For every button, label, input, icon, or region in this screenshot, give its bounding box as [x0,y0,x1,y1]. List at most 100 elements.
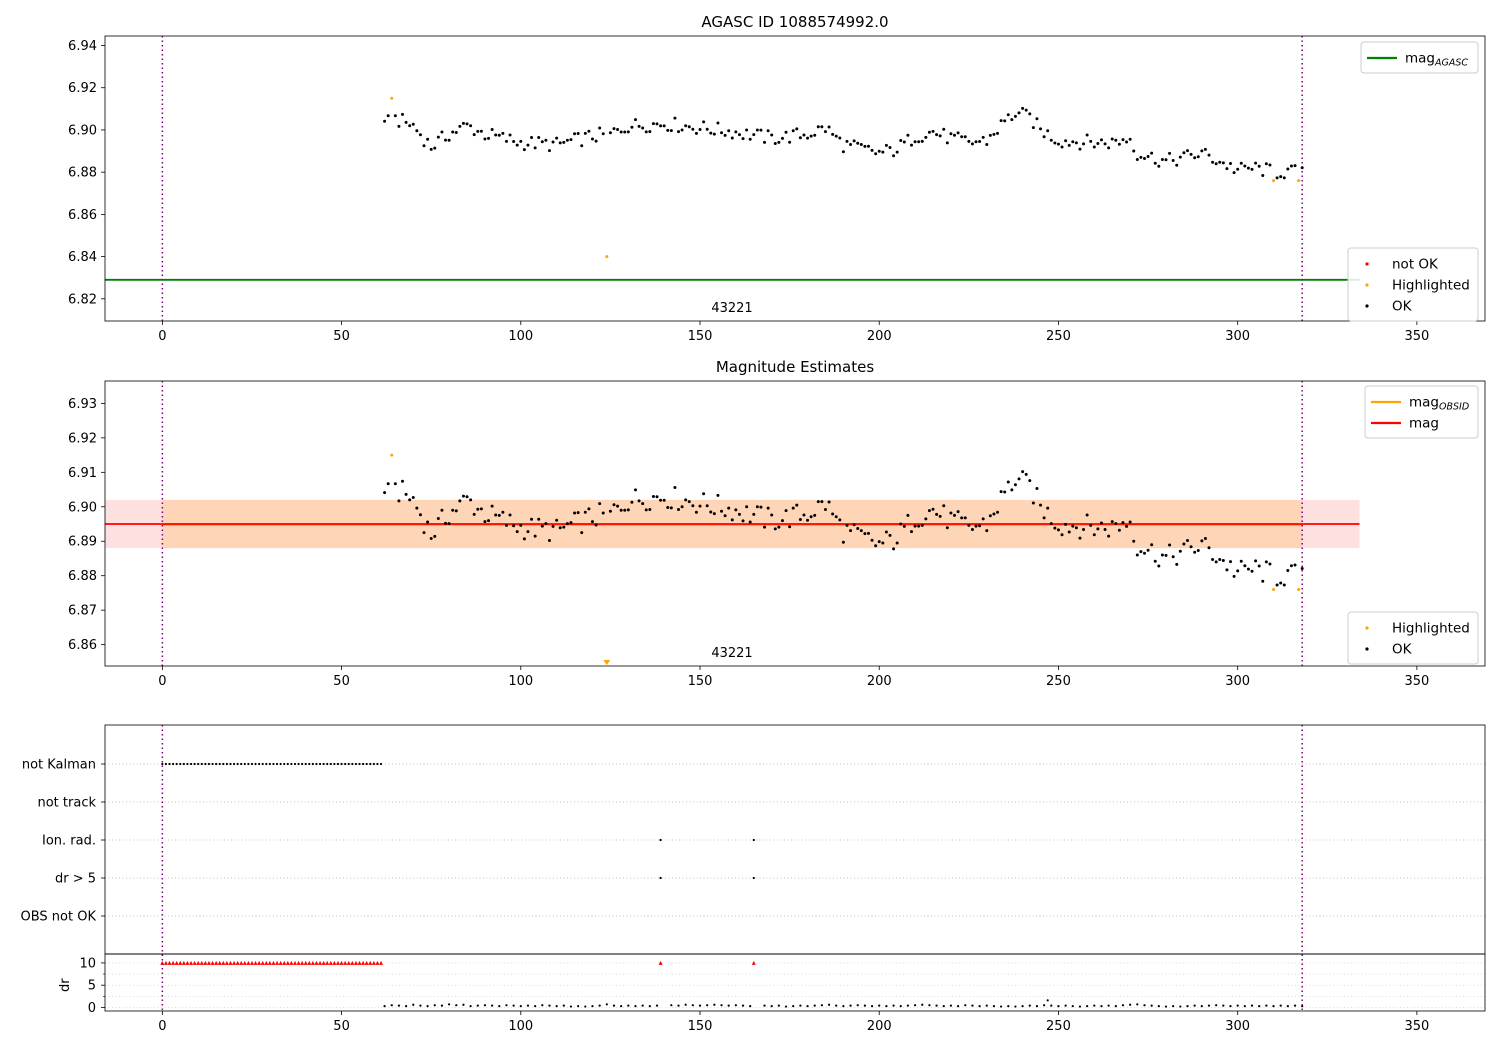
flag-point [275,762,279,766]
ok-point [1221,161,1225,165]
ok-point [831,512,835,516]
ok-point [594,139,598,143]
dr-clipped-point [206,960,211,965]
dr-clipped-point [228,960,233,965]
flag-point [365,762,368,766]
ok-point [978,524,982,528]
dr-clipped-point [253,960,258,965]
flag-point [290,762,293,766]
ok-point [806,518,810,522]
dr-clipped-point [343,960,348,965]
dr-clipped-point [361,960,366,965]
dr-point [784,1005,788,1008]
flag-point [268,762,271,766]
ok-point [544,138,548,142]
ok-point [777,140,781,144]
dr-point [1207,1004,1211,1007]
agasc-panel-title: AGASC ID 1088574992.0 [701,13,888,31]
ok-point [501,510,505,514]
ok-point [1178,549,1182,553]
ok-point [476,129,480,133]
ok-point [1200,539,1204,543]
ok-point [927,509,931,513]
ok-point [924,517,928,521]
ok-point [1185,149,1189,153]
ok-point [1254,161,1258,165]
ok-point [1203,536,1207,540]
ok-point [1035,487,1039,491]
ok-point [1275,176,1279,180]
dr-point [806,1005,809,1008]
legend-marker-swatch [1365,283,1369,287]
ok-point [594,523,598,527]
flag-point [211,762,214,766]
dr-point [569,1005,573,1008]
ok-point [444,138,448,142]
ok-point [1250,569,1254,573]
ok-point [813,513,817,517]
ok-point [472,133,476,137]
ok-point [874,152,878,156]
ok-point [1107,534,1111,538]
dr-point [440,1004,444,1007]
ok-point [831,132,835,136]
dr-clipped-point [318,960,323,965]
ok-point [970,142,974,146]
dr-point [899,1005,902,1008]
flag-point [329,762,332,766]
flag-point [376,762,379,766]
ok-point [892,547,896,551]
ok-point [888,533,892,537]
ok-point [669,506,673,510]
dr-clipped-point [292,960,297,965]
dr-clipped-point [235,960,240,965]
ok-point [598,126,602,130]
x-tick-label: 200 [867,329,892,344]
ok-point [1089,523,1093,527]
dr-point [691,1004,694,1007]
ok-point [1046,506,1050,510]
magnitude-obsid-label: 43221 [711,646,752,661]
ok-point [1078,147,1082,151]
ok-point [709,510,713,514]
ok-point [436,517,440,521]
y-tick-label: 6.88 [68,166,97,181]
ok-point [927,130,931,134]
ok-point [1218,160,1222,164]
ok-point [795,127,799,131]
flag-point [340,762,343,766]
dr-clipped-point [189,960,194,965]
ok-point [935,512,939,516]
dr-clipped-point [321,960,326,965]
ok-point [651,122,655,126]
ok-point [788,140,792,144]
dr-clipped-point [185,960,190,965]
ok-point [866,531,870,535]
ok-point [411,495,415,499]
ok-point [393,482,397,486]
dr-point [978,1005,981,1008]
ok-point [1110,520,1114,524]
ok-point [1164,158,1168,162]
ok-point [870,148,874,152]
ok-point [1035,117,1039,121]
dr-point [548,1004,551,1007]
dr-point [1050,1004,1053,1007]
dr-point [1078,1005,1082,1008]
ok-point [461,494,465,498]
dr-clipped-point [246,960,251,965]
ok-point [1196,155,1200,159]
dr-clipped-point [300,960,305,965]
flag-point [218,762,221,766]
flag-point [164,762,168,766]
ok-point [1042,516,1046,520]
ok-point [755,128,759,132]
ok-point [1017,477,1021,481]
ok-point [845,523,849,527]
ok-point [386,114,390,118]
ok-point [1074,526,1078,530]
ok-point [1146,548,1150,552]
ok-point [1010,118,1014,122]
ok-point [404,120,408,124]
ok-point [562,525,566,529]
